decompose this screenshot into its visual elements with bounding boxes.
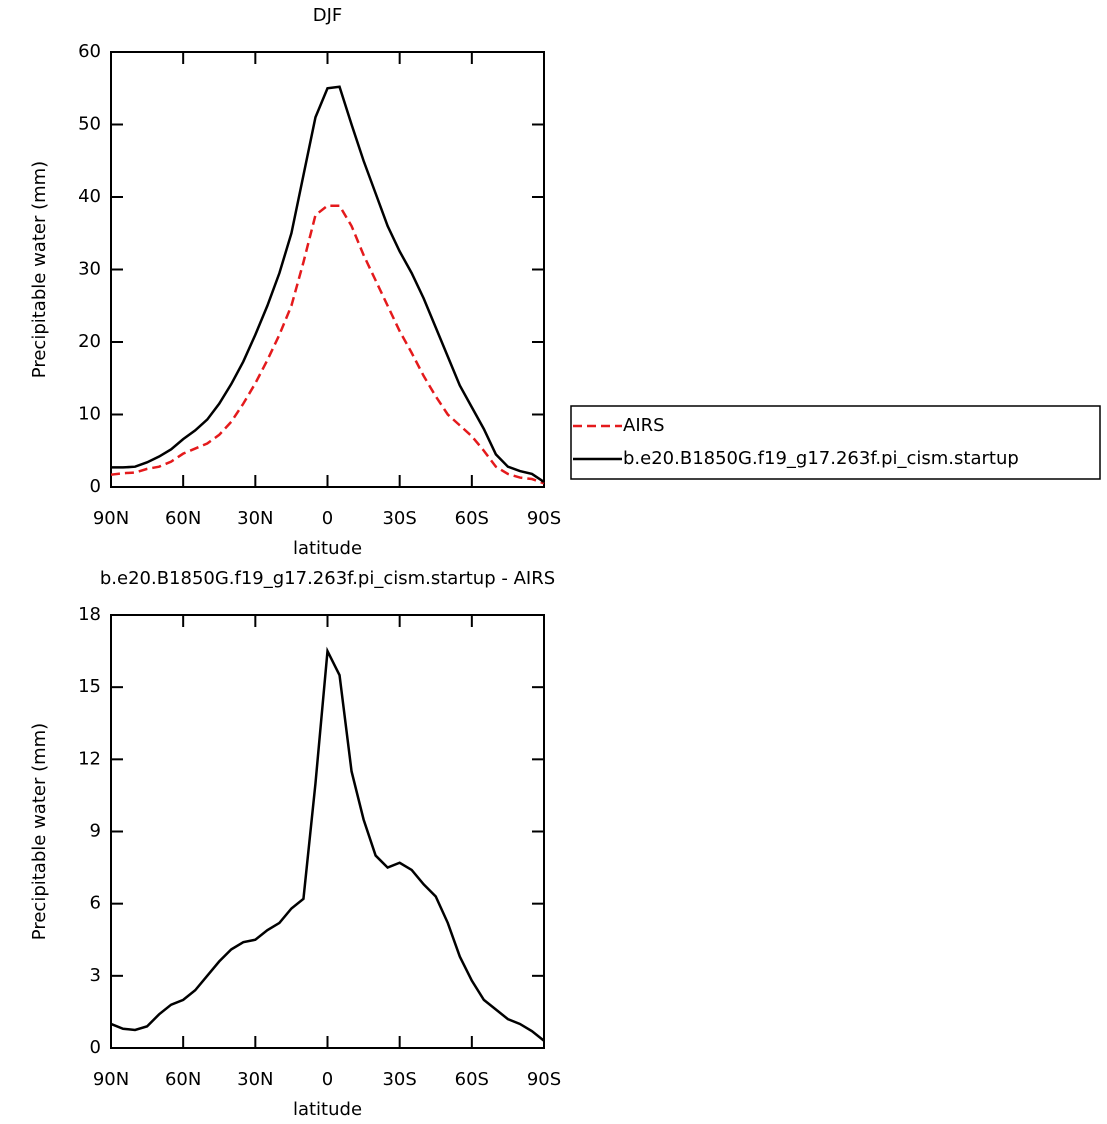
- y-tick-label: 50: [78, 114, 101, 135]
- x-axis-label: latitude: [293, 538, 362, 559]
- y-tick-label: 10: [78, 404, 101, 425]
- data-line: [111, 85, 545, 483]
- x-tick-label: 90S: [527, 508, 561, 529]
- x-tick-label: 90N: [93, 1069, 129, 1090]
- chart-title: b.e20.B1850G.f19_g17.263f.pi_cism.startu…: [100, 568, 555, 589]
- y-tick-label: 20: [78, 331, 101, 352]
- y-axis-label: Precipitable water (mm): [29, 723, 50, 940]
- y-tick-label: 0: [90, 1037, 101, 1058]
- data-line: [110, 646, 545, 1042]
- plot-frame: [110, 51, 545, 488]
- y-tick-label: 30: [78, 259, 101, 280]
- y-axis-label: Precipitable water (mm): [29, 161, 50, 378]
- data-line: [110, 204, 545, 485]
- plot-frame: [110, 614, 545, 1049]
- y-tick-label: 3: [90, 965, 101, 986]
- x-tick-label: 60S: [455, 508, 489, 529]
- x-tick-label: 60S: [455, 1069, 489, 1090]
- legend-label: b.e20.B1850G.f19_g17.263f.pi_cism.startu…: [623, 448, 1019, 469]
- y-tick-label: 9: [90, 821, 101, 842]
- x-tick-label: 30N: [237, 1069, 273, 1090]
- x-tick-label: 90N: [93, 508, 129, 529]
- x-tick-label: 60N: [165, 1069, 201, 1090]
- x-tick-label: 90S: [527, 1069, 561, 1090]
- x-tick-label: 60N: [165, 508, 201, 529]
- y-tick-label: 0: [90, 476, 101, 497]
- chart-title: DJF: [313, 5, 343, 26]
- y-tick-label: 12: [78, 748, 101, 769]
- legend-label: AIRS: [623, 415, 665, 436]
- x-axis-label: latitude: [293, 1099, 362, 1120]
- x-tick-label: 30N: [237, 508, 273, 529]
- y-tick-label: 18: [78, 604, 101, 625]
- legend-box: [570, 405, 1101, 480]
- x-tick-label: 30S: [382, 1069, 416, 1090]
- y-tick-label: 6: [90, 893, 101, 914]
- x-tick-label: 0: [322, 508, 333, 529]
- x-tick-label: 30S: [382, 508, 416, 529]
- y-tick-label: 15: [78, 676, 101, 697]
- x-tick-label: 0: [322, 1069, 333, 1090]
- y-tick-label: 60: [78, 41, 101, 62]
- y-tick-label: 40: [78, 186, 101, 207]
